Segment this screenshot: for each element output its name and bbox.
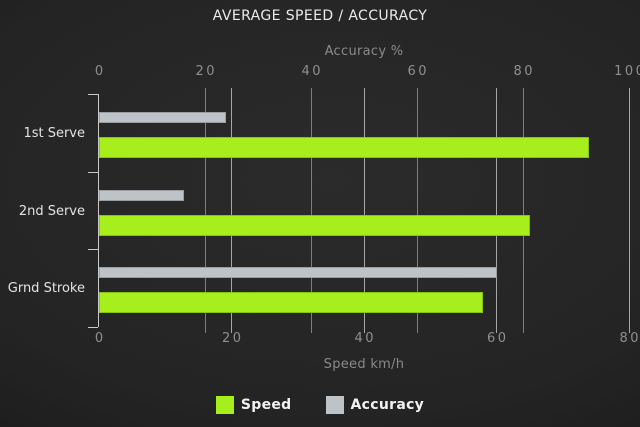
accuracy-bar [99,112,227,123]
category-label: 1st Serve [23,126,85,141]
legend-swatch-speed [215,396,234,414]
category-label: Grnd Stroke [7,281,85,296]
gridline-speed [496,88,497,333]
bottom-tick-label: 60 [486,331,509,346]
bottom-axis-tick-labels: 0 20 40 60 80 [95,331,639,346]
bottom-axis-title: Speed km/h [323,357,405,372]
bottom-tick-label: 0 [94,331,106,346]
y-axis-line [98,94,99,327]
top-tick-label: 80 [513,64,536,79]
gridline-accuracy [416,88,418,333]
top-axis-tick-labels: 0 20 40 60 80 100 [95,64,640,79]
top-tick-label: 0 [94,64,106,79]
gridline-speed [363,88,365,333]
category-label: 2nd Serve [18,204,85,219]
chart-legend: Speed Accuracy [0,396,640,414]
category-separator-tick [88,172,98,173]
legend-item-accuracy[interactable]: Accuracy [325,396,425,414]
speed-bar [99,215,530,236]
legend-item-speed[interactable]: Speed [215,396,292,414]
top-axis-title: Accuracy % [324,44,404,59]
gridline-accuracy [204,88,206,333]
category-separator-tick [88,249,98,250]
chart-title: AVERAGE SPEED / ACCURACY [212,8,428,24]
legend-swatch-accuracy [325,396,344,414]
category-separator-tick [88,327,98,328]
gridline-speed [231,88,232,333]
top-tick-label: 60 [407,64,430,79]
bottom-tick-label: 40 [354,331,377,346]
legend-label: Speed [240,397,292,413]
category-separator-tick [88,94,98,95]
top-tick-label: 100 [614,64,640,79]
plot-area [88,88,630,333]
top-tick-label: 40 [301,64,324,79]
bottom-tick-label: 80 [619,331,640,346]
accuracy-bar [99,267,497,278]
speed-bar [99,292,484,313]
speed-bar [99,137,590,158]
bottom-tick-label: 20 [221,331,244,346]
legend-label: Accuracy [350,397,425,413]
gridline-speed [628,88,630,333]
top-tick-label: 20 [195,64,218,79]
gridline-accuracy [522,88,524,333]
gridline-accuracy [310,88,312,333]
accuracy-bar [99,190,184,201]
